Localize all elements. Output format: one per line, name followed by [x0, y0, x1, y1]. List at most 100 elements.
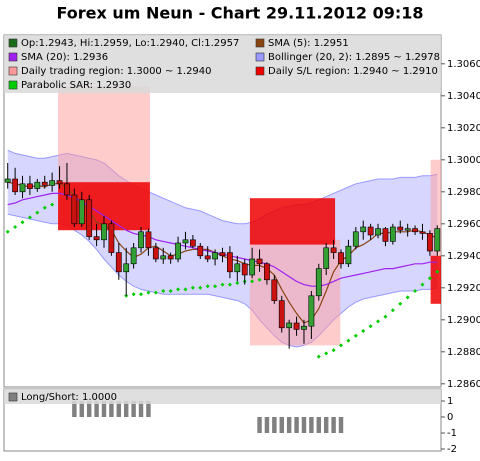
candle-body — [145, 231, 152, 249]
candle-body — [19, 183, 26, 193]
sar-dot — [427, 276, 432, 281]
sar-dot — [353, 333, 358, 338]
legend-swatch — [8, 52, 18, 62]
candle-body — [389, 226, 396, 242]
sar-dot — [20, 220, 25, 225]
legend-label: Daily trading region: 1.3000 ~ 1.2940 — [21, 66, 212, 77]
y-tick-label: 1.2980 — [447, 187, 480, 198]
sar-dot — [190, 285, 195, 290]
candle-body — [308, 295, 315, 327]
candle-body — [138, 231, 144, 249]
legend: Long/Short: 1.0000 — [4, 389, 441, 404]
sar-dot — [5, 229, 10, 234]
candle-body — [397, 226, 404, 231]
legend-label: Parabolic SAR: 1.2930 — [21, 80, 131, 91]
candle-body — [315, 268, 322, 297]
bar — [294, 417, 299, 433]
legend-label: Bollinger (20, 2): 1.2895 ~ 1.2978 — [268, 52, 440, 63]
legend-label: SMA (20): 1.2936 — [21, 52, 108, 63]
sar-dot — [368, 324, 373, 329]
candle-body — [345, 245, 352, 265]
candle-body — [227, 252, 233, 273]
sar-dot — [413, 289, 418, 293]
candle-body — [404, 228, 411, 231]
y-tick-label: 1.2920 — [447, 283, 480, 294]
bar — [94, 401, 99, 417]
region — [430, 255, 441, 304]
candle-body — [286, 322, 293, 329]
legend-swatch — [255, 52, 265, 62]
candle-body — [352, 231, 359, 247]
signal-plot: Long/Short: 1.0000 — [4, 389, 441, 433]
bar — [101, 401, 107, 417]
bar — [138, 401, 144, 417]
candle-body — [78, 199, 85, 225]
sar-dot — [346, 338, 351, 343]
y-tick-label: -1 — [447, 428, 457, 439]
candle-body — [12, 178, 19, 193]
sar-dot — [331, 348, 336, 353]
legend-label: Long/Short: 1.0000 — [21, 392, 117, 403]
region — [430, 159, 441, 256]
legend-label: Daily S/L region: 1.2940 ~ 1.2910 — [268, 66, 438, 77]
candle-body — [4, 178, 11, 183]
y-tick-label: 0 — [447, 412, 453, 423]
sar-dot — [131, 292, 136, 297]
legend-label: SMA (5): 1.2951 — [268, 38, 349, 49]
candle-body — [412, 228, 418, 233]
sar-dot — [183, 287, 188, 292]
bar — [123, 401, 129, 417]
candle-body — [108, 223, 115, 253]
candle-body — [182, 239, 189, 244]
y-tick-label: 1.2860 — [447, 379, 480, 390]
legend-background — [4, 35, 441, 93]
candle-body — [264, 263, 270, 281]
legend-swatch — [8, 80, 18, 90]
candle-body — [123, 263, 130, 273]
legend-swatch — [255, 66, 265, 76]
legend-background — [4, 389, 441, 404]
candle-body — [101, 223, 107, 241]
sar-dot — [405, 295, 410, 300]
bar — [131, 401, 136, 417]
y-tick-label: 1.2940 — [447, 251, 480, 262]
candle-body — [434, 228, 441, 252]
sar-dot — [420, 282, 425, 287]
sar-dot — [146, 290, 151, 295]
candle-body — [71, 194, 78, 225]
sar-dot — [220, 282, 225, 287]
y-tick-label: 1.3060 — [447, 59, 480, 70]
bar — [272, 417, 277, 433]
sar-dot — [361, 329, 366, 333]
candle-body — [152, 247, 159, 260]
sar-dot — [213, 284, 218, 289]
candle-body — [241, 263, 248, 276]
candle-body — [249, 258, 256, 276]
y-tick-label: 1.3040 — [447, 91, 480, 102]
axes: 1.2860 1.2880 1.2900 1.2920 1.2940 1.2960 1.29… — [441, 59, 480, 455]
bar — [79, 401, 84, 417]
sar-dot — [50, 202, 55, 207]
candle-body — [323, 247, 330, 269]
y-tick-label: -2 — [447, 444, 457, 455]
sar-dot — [35, 210, 40, 215]
sar-dot — [139, 292, 144, 297]
sar-dot — [339, 343, 344, 348]
bar — [286, 417, 292, 433]
bollinger-lower — [7, 213, 438, 348]
y-tick-label: 1.2960 — [447, 219, 480, 230]
legend-swatch — [8, 66, 18, 76]
region — [249, 198, 336, 245]
sar-dot — [324, 351, 329, 356]
candle-body — [234, 263, 241, 273]
sar-dot — [257, 277, 262, 282]
legend-swatch — [8, 392, 18, 402]
bar — [116, 401, 122, 417]
y-tick-label: 1.3000 — [447, 155, 480, 166]
y-tick-label: 1.3020 — [447, 123, 480, 134]
sar-dot — [176, 287, 181, 292]
candle-body — [419, 231, 426, 234]
candle-body — [160, 255, 167, 260]
y-tick-label: 1.2900 — [447, 315, 480, 326]
candle-body — [49, 180, 56, 186]
